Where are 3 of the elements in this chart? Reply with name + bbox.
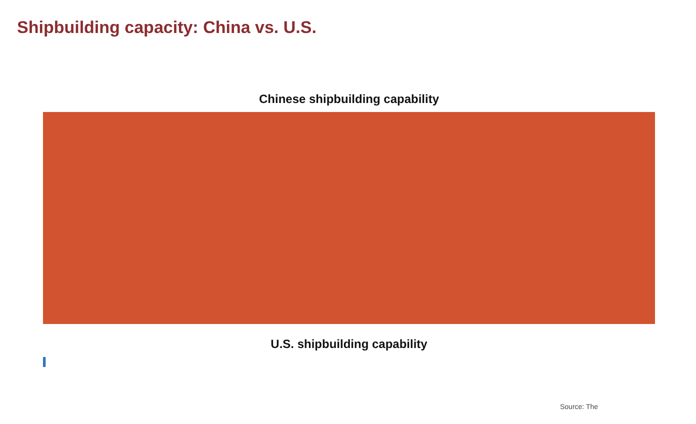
y-tick-label: U.S. shipbuilding capability xyxy=(270,337,428,351)
y-tick-label: Chinese shipbuilding capability xyxy=(258,92,440,106)
text: Shipbuilding capacity: China vs. U.S. xyxy=(17,18,316,37)
